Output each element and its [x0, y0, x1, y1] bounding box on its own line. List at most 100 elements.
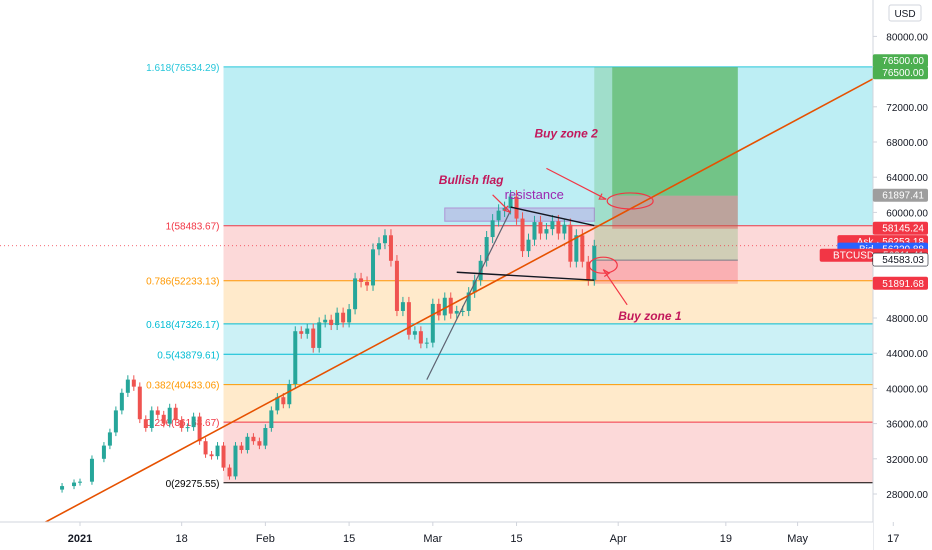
- candle-body: [197, 416, 202, 442]
- candle-body: [323, 319, 328, 323]
- x-tick-label: 19: [720, 533, 732, 545]
- price-tag-bg: [872, 66, 928, 80]
- candle-body: [388, 235, 393, 261]
- price-tag-bg: [872, 54, 928, 68]
- price-tag-label: 54583.03: [882, 255, 924, 266]
- candles: [60, 190, 597, 493]
- candle-body: [353, 278, 358, 310]
- buy-zone-1-arrow: [602, 269, 628, 306]
- candle-body: [377, 243, 381, 250]
- y-tick-label: 48000.00: [886, 314, 928, 325]
- candle-body: [592, 245, 597, 281]
- y-tick-label: 80000.00: [886, 32, 928, 43]
- currency-badge: [888, 4, 922, 22]
- price-axis: 28000.00 32000.00 36000.00 40000.00 44000.00…: [819, 0, 932, 550]
- buy-zone-1-arrow-head: [602, 269, 611, 278]
- buy-zone-2-arrow-head: [598, 193, 607, 200]
- candle-body: [418, 331, 423, 344]
- candle-body: [514, 196, 519, 219]
- price-tag: 61897.41: [872, 188, 928, 202]
- candle-body: [335, 312, 340, 326]
- price-tag: 54583.03: [872, 252, 929, 267]
- price-tag: 58145.24: [872, 221, 928, 235]
- fib-level-label: 0.618(47326.17): [146, 320, 219, 331]
- candle-body: [257, 441, 262, 446]
- candle-body: [562, 224, 567, 234]
- price-tag: 76500.00: [872, 66, 928, 80]
- candle-body: [436, 303, 441, 316]
- candle-body: [430, 303, 435, 343]
- buy-zone-2-marker: [606, 192, 654, 210]
- fib-level-label: 1(58483.67): [166, 222, 220, 233]
- y-tick-label: 68000.00: [886, 138, 928, 149]
- price-tag-bg: [872, 276, 928, 290]
- price-tag-label: 61897.41: [882, 191, 924, 202]
- candle-body: [299, 331, 304, 334]
- candle-body: [412, 331, 417, 335]
- currency-label: USD: [894, 9, 915, 20]
- candle-body: [317, 322, 322, 348]
- y-tick-label: 28000.00: [886, 490, 928, 501]
- candle-body: [263, 428, 268, 446]
- fib-level-label: 0.786(52233.13): [146, 277, 219, 288]
- candle-body: [460, 310, 465, 312]
- candle-body: [574, 235, 579, 262]
- candle-body: [275, 397, 280, 411]
- candle-body: [305, 328, 310, 334]
- plot-area: 1.618(76534.29) 1(58483.67) 0.786(52233.13…: [0, 63, 873, 522]
- candle-body: [89, 458, 94, 482]
- fib-zone: [223, 323, 873, 355]
- time-axis: 2021 18 Feb 15 Mar 15 Apr 19 May 17: [0, 521, 899, 550]
- x-tick-label: 17: [887, 533, 899, 545]
- candle-body: [287, 384, 292, 405]
- price-axis-bg: [873, 0, 932, 550]
- candle-body: [341, 312, 346, 323]
- candle-body: [161, 414, 166, 424]
- candle-body: [347, 309, 352, 323]
- candle-body: [490, 220, 495, 238]
- y-tick-label: 64000.00: [886, 173, 928, 184]
- y-tick-label: 36000.00: [886, 420, 928, 431]
- candle-body: [131, 379, 136, 387]
- candle-body: [329, 319, 334, 326]
- candle-body: [394, 260, 399, 311]
- price-tag-label: 58145.24: [882, 224, 924, 235]
- price-tag: 76500.00: [872, 54, 928, 68]
- bullish-flag-arrow-head: [502, 205, 511, 213]
- candle-body: [233, 445, 238, 477]
- price-tag-label: 51891.68: [882, 279, 924, 290]
- candle-body: [424, 342, 429, 344]
- x-tick-label: Feb: [256, 533, 275, 545]
- candle-body: [215, 445, 220, 457]
- candle-body: [580, 235, 585, 262]
- candle-body: [532, 222, 537, 240]
- candle-body: [281, 397, 286, 405]
- candle-body: [466, 292, 471, 311]
- price-tag-bg: [872, 221, 928, 235]
- candle-body: [149, 410, 154, 428]
- candle-body: [400, 302, 405, 311]
- price-tag: 51891.68: [872, 276, 928, 290]
- candle-body: [119, 392, 124, 411]
- fib-zone: [223, 66, 873, 226]
- x-tick-label: 15: [343, 533, 355, 545]
- bullish-flag-arrow: [492, 194, 511, 213]
- candle-body: [167, 407, 172, 424]
- candle-body: [60, 486, 65, 490]
- position-loss-zone: [594, 260, 738, 284]
- fib-zone: [223, 280, 873, 324]
- x-tick-label: Apr: [610, 533, 627, 545]
- candle-body: [203, 441, 208, 455]
- candle-body: [442, 297, 447, 316]
- x-tick-label: 18: [176, 533, 188, 545]
- annotation-label: resistance: [505, 187, 564, 202]
- candle-body: [251, 436, 256, 442]
- candle-body: [484, 237, 489, 261]
- candle-body: [472, 280, 477, 293]
- resistance-box: [444, 207, 595, 222]
- candle-body: [107, 432, 112, 446]
- candle-body: [113, 410, 118, 433]
- y-tick-label: 44000.00: [886, 349, 928, 360]
- y-tick-label: 72000.00: [886, 103, 928, 114]
